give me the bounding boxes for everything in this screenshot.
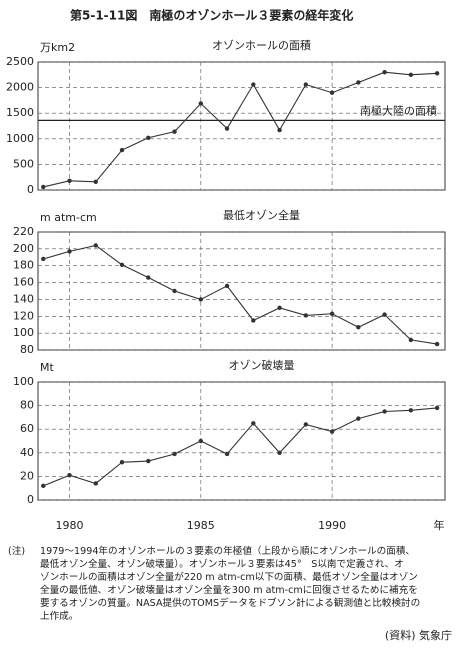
y-tick-label: 2500 (6, 55, 34, 68)
data-point (198, 101, 203, 106)
data-point (119, 147, 125, 153)
data-point (434, 341, 440, 347)
data-point (329, 90, 335, 95)
series-line (43, 407, 438, 487)
y-tick-label: 80 (20, 399, 34, 412)
x-tick-label: 1990 (318, 519, 346, 532)
data-point (408, 72, 414, 78)
data-point (146, 458, 151, 464)
data-point (93, 243, 98, 248)
y-tick-label: 1000 (6, 132, 34, 145)
data-point (408, 337, 414, 343)
y-tick-label: 20 (20, 469, 34, 482)
data-point (303, 422, 309, 427)
data-point (224, 451, 230, 457)
data-point (67, 249, 72, 254)
data-point (172, 451, 177, 457)
data-point (119, 460, 125, 465)
plot-frame (37, 381, 446, 501)
y-tick-label: 220 (13, 225, 34, 238)
data-point (356, 80, 361, 85)
y-tick-label: 120 (13, 309, 34, 322)
x-tick-label: 1985 (187, 519, 215, 532)
note-line: 上作成。 (40, 610, 78, 622)
data-point (251, 82, 256, 87)
data-point (434, 405, 440, 411)
note-line: 最低オゾン全量、オゾン破壊量）。オゾンホール３要素は45° S以南で定義され、オ (40, 558, 404, 570)
data-point (93, 179, 98, 185)
data-point (172, 129, 177, 134)
y-tick-label: 200 (13, 242, 34, 255)
panel-title: オゾンホールの面積 (212, 38, 311, 52)
data-point (198, 438, 203, 444)
y-tick-label: 140 (13, 292, 34, 305)
data-point (41, 256, 46, 262)
series-line (43, 244, 438, 345)
panel-title: オゾン破壊量 (229, 358, 295, 372)
data-point (172, 288, 177, 294)
data-point (224, 283, 230, 289)
data-point (119, 262, 125, 268)
data-point (382, 70, 387, 75)
data-point (41, 184, 46, 190)
y-unit: m atm-cm (40, 211, 97, 224)
data-point (382, 409, 387, 414)
data-point (277, 450, 282, 455)
y-tick-label: 1500 (6, 106, 34, 119)
x-axis-label: 年 (434, 518, 445, 532)
figure-title: 第5-1-11図 南極のオゾンホール３要素の経年変化 (70, 8, 353, 23)
y-unit: 万km2 (40, 41, 75, 54)
y-tick-label: 60 (20, 422, 34, 435)
plot-frame (37, 231, 446, 351)
y-tick-label: 40 (20, 446, 34, 459)
note-line: ゾンホールの面積はオゾン全量が220 m atm-cm以下の面積、最低オゾン全量… (40, 571, 418, 583)
data-point (93, 481, 98, 486)
note-line: 全量の最低値、オゾン破壊量はオゾン全量を300 m atm-cmに回復させるため… (40, 584, 418, 596)
data-point (251, 421, 256, 426)
note-label: (注) (8, 545, 25, 557)
y-unit: Mt (40, 361, 54, 374)
y-tick-label: 80 (20, 343, 34, 356)
x-tick-label: 1980 (56, 519, 84, 532)
data-point (146, 275, 151, 280)
data-point (303, 313, 309, 318)
panel-title: 最低オゾン全量 (223, 208, 300, 222)
data-point (356, 416, 361, 421)
y-tick-label: 180 (13, 259, 34, 272)
data-point (356, 325, 361, 330)
y-tick-label: 2000 (6, 81, 34, 94)
plot-frame (37, 61, 446, 191)
y-tick-label: 100 (13, 375, 34, 388)
source: (資料) 気象庁 (385, 628, 452, 642)
y-tick-label: 100 (13, 326, 34, 339)
y-tick-label: 0 (27, 183, 34, 196)
data-point (146, 135, 151, 140)
data-point (198, 297, 203, 302)
data-point (382, 312, 387, 317)
note-line: 要するオゾンの質量。NASA提供のTOMSデータをドブソン計による観測値と比較検… (40, 597, 420, 609)
data-point (251, 318, 256, 323)
data-point (277, 127, 282, 133)
y-tick-label: 0 (27, 493, 34, 506)
data-point (434, 71, 440, 76)
data-point (41, 483, 46, 489)
data-point (303, 82, 309, 87)
series-line (43, 71, 438, 188)
reference-label: 南極大陸の面積 (360, 103, 437, 117)
data-point (408, 408, 414, 413)
data-point (67, 178, 72, 183)
data-point (329, 429, 335, 434)
data-point (329, 311, 335, 316)
y-tick-label: 500 (13, 157, 34, 170)
data-point (224, 126, 230, 131)
data-point (67, 473, 72, 478)
note-line: 1979～1994年のオゾンホールの３要素の年極値（上段から順にオゾンホールの面… (40, 545, 415, 557)
data-point (277, 305, 282, 311)
y-tick-label: 160 (13, 276, 34, 289)
